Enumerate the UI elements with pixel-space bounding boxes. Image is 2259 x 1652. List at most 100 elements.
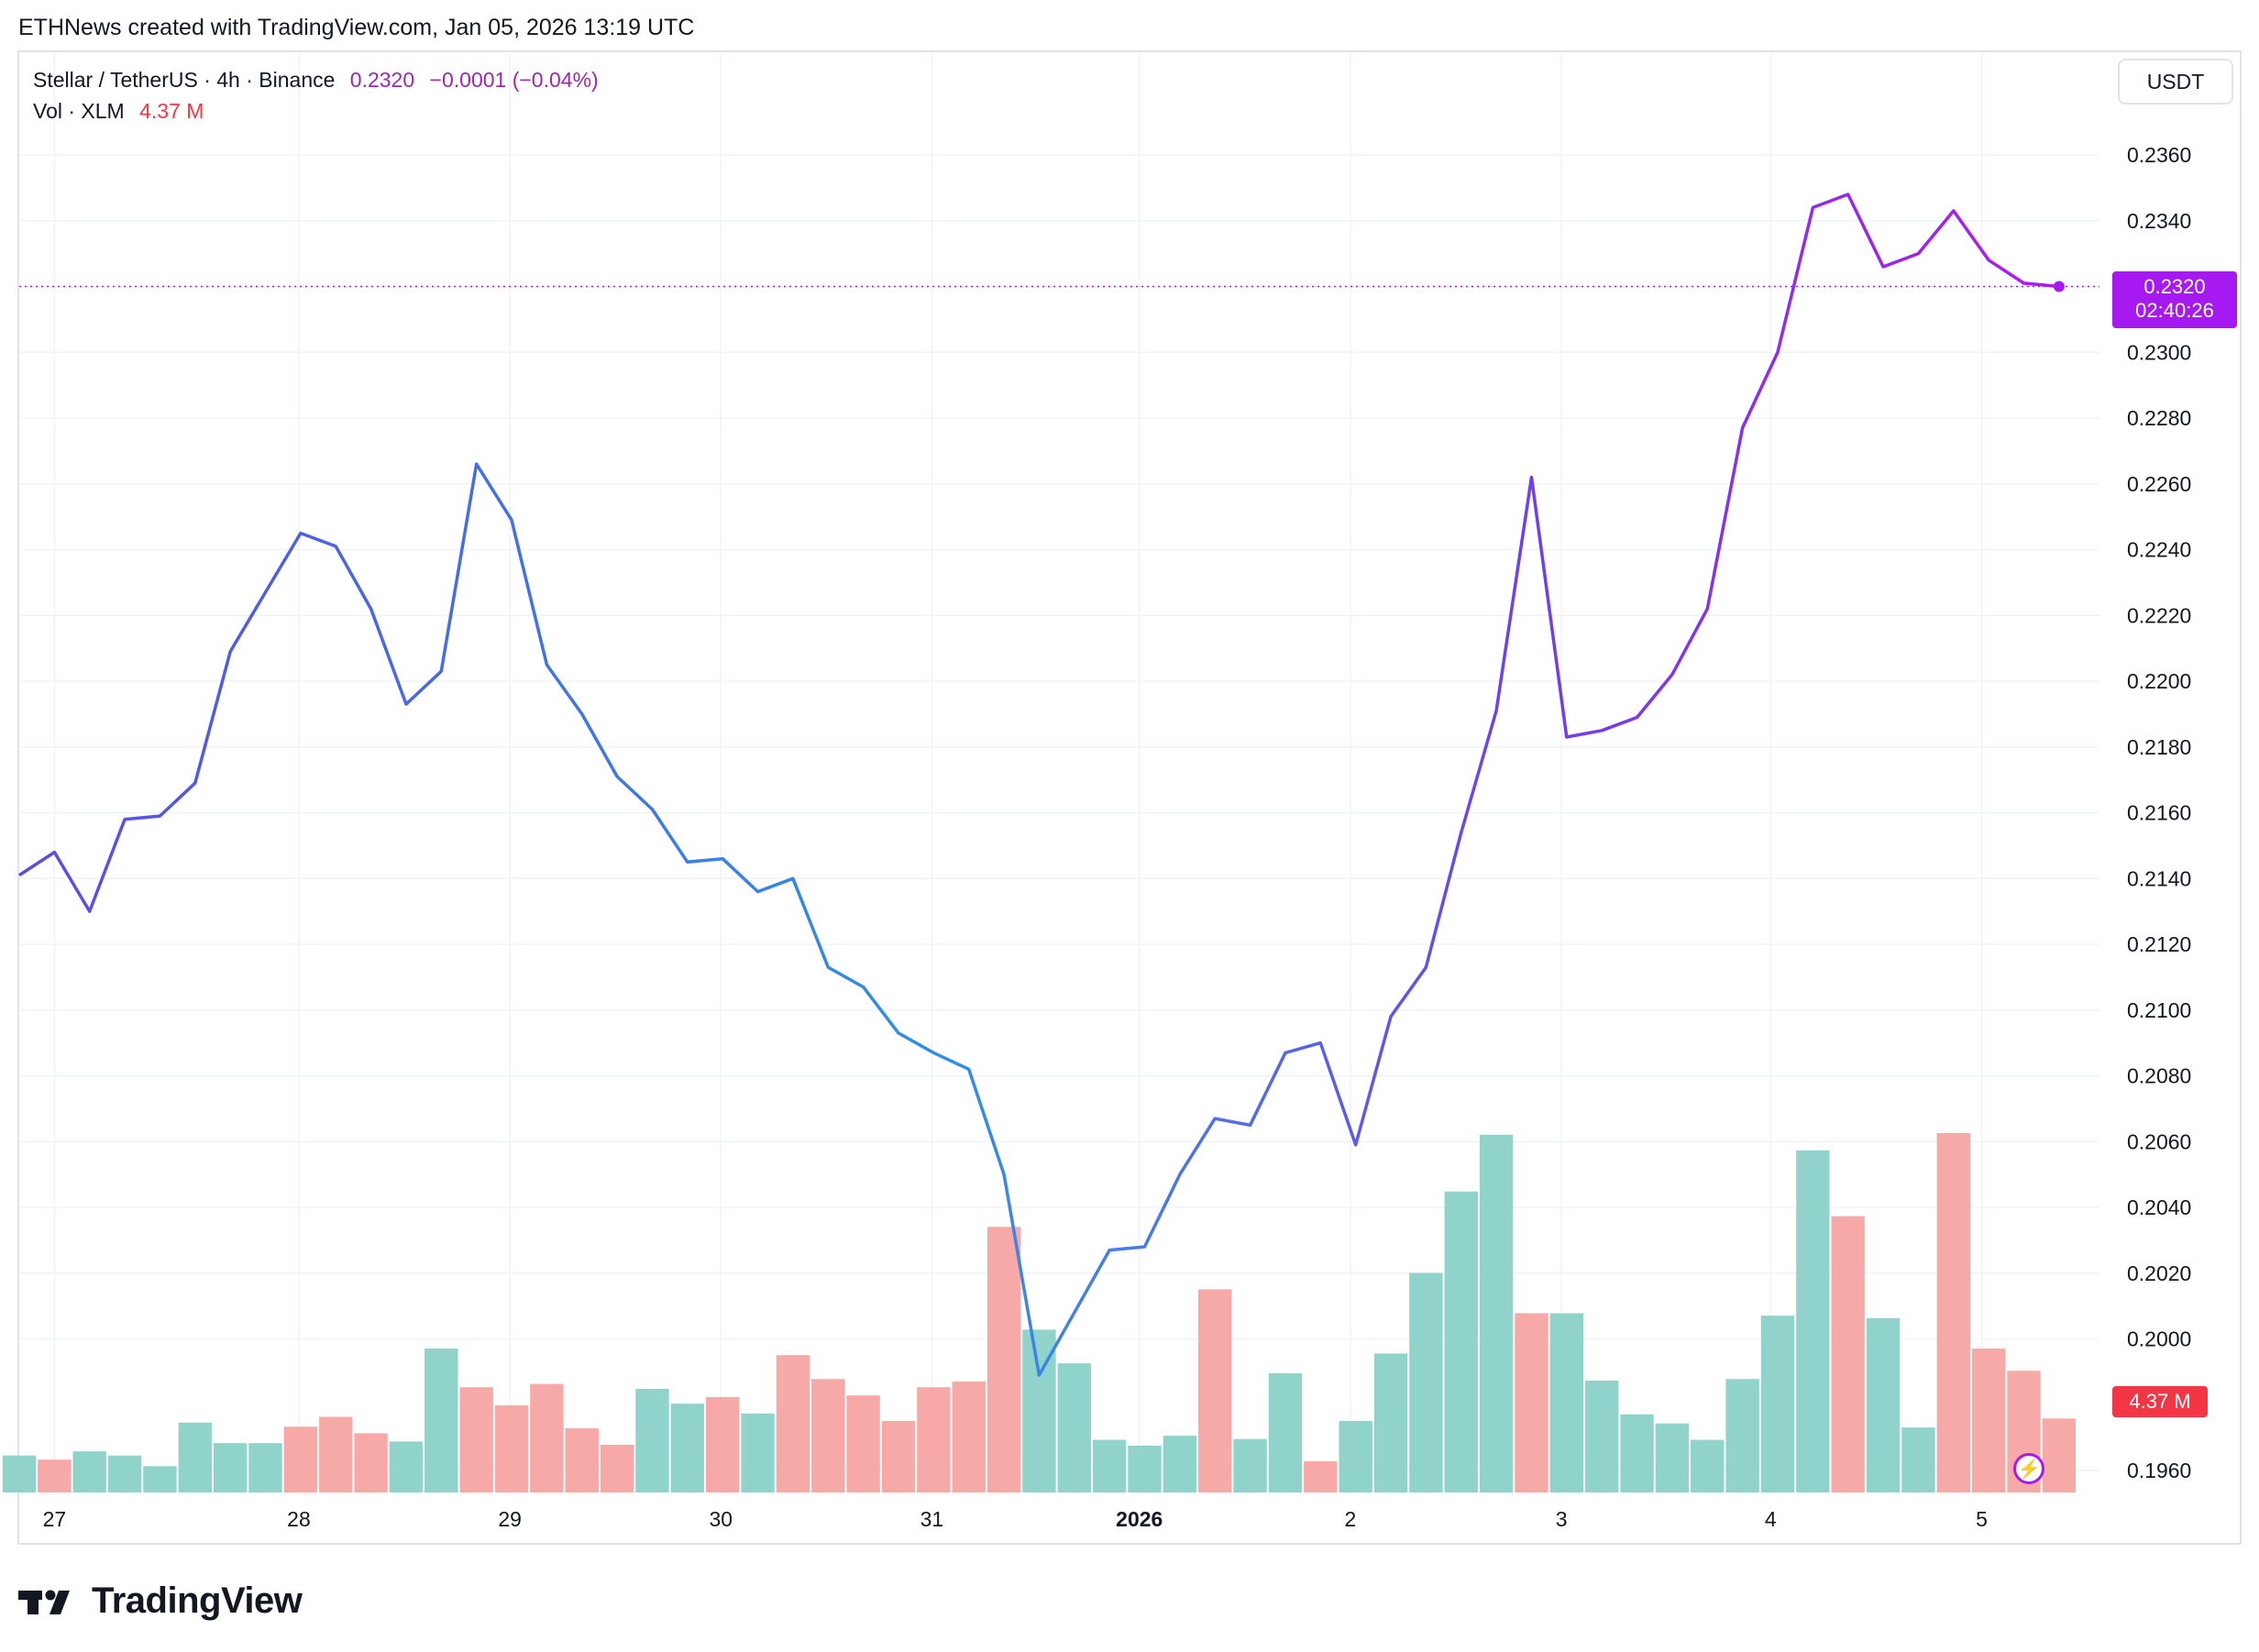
price-tick-label: 0.2360 bbox=[2127, 143, 2191, 167]
volume-bar bbox=[1655, 1423, 1690, 1492]
price-line bbox=[18, 193, 2060, 1377]
last-price-dot bbox=[2053, 281, 2065, 292]
bar-countdown: 02:40:26 bbox=[2135, 299, 2214, 322]
price-tick-label: 0.1960 bbox=[2127, 1459, 2191, 1482]
price-tick-label: 0.2220 bbox=[2127, 603, 2191, 627]
volume-bar bbox=[2042, 1418, 2077, 1492]
volume-bar bbox=[459, 1387, 493, 1492]
volume-bar bbox=[389, 1441, 424, 1492]
legend-symbol[interactable]: Stellar / TetherUS · 4h · Binance bbox=[33, 68, 336, 92]
last-price-value: 0.2320 bbox=[2143, 275, 2206, 298]
legend-change: −0.0001 (−0.04%) bbox=[429, 68, 599, 92]
price-tick-label: 0.2300 bbox=[2127, 340, 2191, 364]
volume-bar bbox=[319, 1416, 353, 1492]
volume-bar bbox=[1128, 1445, 1162, 1492]
volume-bar bbox=[1866, 1317, 1901, 1492]
legend-row-symbol: Stellar / TetherUS · 4h · Binance 0.2320… bbox=[33, 68, 608, 93]
volume-bar bbox=[354, 1433, 388, 1492]
legend-row-volume: Vol · XLM 4.37 M bbox=[33, 99, 213, 124]
price-tick-label: 0.2120 bbox=[2127, 932, 2191, 956]
volume-bar bbox=[494, 1404, 529, 1492]
volume-bar bbox=[706, 1396, 740, 1492]
volume-bar bbox=[1444, 1191, 1478, 1492]
time-tick-label: 4 bbox=[1765, 1507, 1777, 1531]
grid-lines bbox=[19, 53, 2099, 1494]
volume-bar bbox=[881, 1420, 916, 1492]
time-tick-label: 27 bbox=[43, 1507, 67, 1531]
volume-value-label: 4.37 M bbox=[2112, 1386, 2208, 1417]
volume-bar bbox=[178, 1422, 212, 1492]
price-tick-label: 0.2020 bbox=[2127, 1261, 2191, 1285]
chart-frame bbox=[17, 50, 2242, 1545]
volume-bar bbox=[1831, 1216, 1865, 1492]
time-tick-label: 3 bbox=[1556, 1507, 1568, 1531]
volume-bar bbox=[1515, 1313, 1548, 1492]
lightning-icon[interactable]: ⚡ bbox=[2013, 1453, 2044, 1484]
volume-bar bbox=[600, 1444, 634, 1492]
legend-vol-value: 4.37 M bbox=[139, 99, 204, 123]
price-tick-label: 0.2000 bbox=[2127, 1327, 2191, 1351]
volume-bar bbox=[107, 1455, 142, 1492]
price-tick-label: 0.2160 bbox=[2127, 801, 2191, 825]
volume-bar bbox=[952, 1381, 986, 1492]
volume-bar bbox=[1691, 1439, 1725, 1492]
volume-bar bbox=[741, 1413, 775, 1492]
volume-bar bbox=[1936, 1133, 1970, 1492]
volume-bar bbox=[1901, 1427, 1935, 1492]
volume-bar bbox=[1796, 1150, 1830, 1492]
price-tick-label: 0.2140 bbox=[2127, 866, 2191, 890]
volume-bar bbox=[1163, 1436, 1197, 1492]
volume-bar bbox=[248, 1443, 282, 1492]
price-tick-label: 0.2080 bbox=[2127, 1064, 2191, 1088]
volume-bar bbox=[986, 1227, 1021, 1492]
legend-vol-label[interactable]: Vol · XLM bbox=[33, 99, 125, 123]
volume-bar bbox=[1725, 1379, 1759, 1492]
last-price-label: 0.2320 02:40:26 bbox=[2112, 271, 2237, 328]
tradingview-logo-icon bbox=[18, 1590, 70, 1614]
price-tick-label: 0.2180 bbox=[2127, 735, 2191, 759]
volume-bar bbox=[213, 1443, 248, 1492]
volume-bar bbox=[143, 1466, 177, 1492]
volume-bar bbox=[1233, 1438, 1267, 1492]
volume-bar bbox=[1760, 1316, 1795, 1492]
volume-bar bbox=[1549, 1313, 1584, 1492]
price-tick-label: 0.2200 bbox=[2127, 669, 2191, 693]
volume-bar bbox=[917, 1387, 951, 1492]
volume-bar bbox=[283, 1426, 318, 1492]
price-tick-label: 0.2040 bbox=[2127, 1195, 2191, 1219]
volume-bar bbox=[635, 1388, 669, 1492]
price-tick-label: 0.2260 bbox=[2127, 472, 2191, 496]
price-tick-label: 0.2100 bbox=[2127, 998, 2191, 1022]
volume-bar bbox=[1585, 1381, 1619, 1492]
time-tick-label: 5 bbox=[1976, 1507, 1988, 1531]
brand-name: TradingView bbox=[92, 1580, 303, 1621]
price-tick-label: 0.2240 bbox=[2127, 538, 2191, 562]
volume-bar bbox=[1620, 1414, 1654, 1492]
price-axis[interactable]: 0.23600.23400.23200.23000.22800.22600.22… bbox=[2127, 143, 2191, 1482]
volume-bar bbox=[1304, 1460, 1338, 1492]
volume-bar bbox=[1373, 1353, 1408, 1492]
volume-bar bbox=[2, 1455, 37, 1492]
time-tick-label: 31 bbox=[920, 1507, 944, 1531]
tradingview-logo[interactable]: TradingView bbox=[18, 1580, 303, 1622]
volume-bar bbox=[1057, 1363, 1091, 1492]
volume-bar bbox=[1971, 1349, 2006, 1492]
volume-bar bbox=[670, 1404, 705, 1492]
time-tick-label: 2 bbox=[1345, 1507, 1357, 1531]
currency-button[interactable]: USDT bbox=[2118, 59, 2233, 105]
volume-bar bbox=[846, 1395, 880, 1492]
volume-bar bbox=[1198, 1289, 1232, 1492]
volume-bar bbox=[530, 1383, 564, 1492]
price-tick-label: 0.2280 bbox=[2127, 406, 2191, 430]
volume-bar bbox=[776, 1355, 810, 1492]
time-axis[interactable]: 27 28 29 30 31 2026 2 3 4 5 bbox=[43, 1507, 1988, 1531]
volume-bar bbox=[1268, 1372, 1303, 1492]
volume-bar bbox=[72, 1451, 106, 1492]
time-tick-label: 29 bbox=[498, 1507, 522, 1531]
time-tick-label: 30 bbox=[709, 1507, 733, 1531]
price-tick-label: 0.2060 bbox=[2127, 1129, 2191, 1153]
volume-bar bbox=[565, 1428, 599, 1492]
volume-bar bbox=[1409, 1272, 1443, 1492]
legend-price: 0.2320 bbox=[349, 68, 415, 92]
